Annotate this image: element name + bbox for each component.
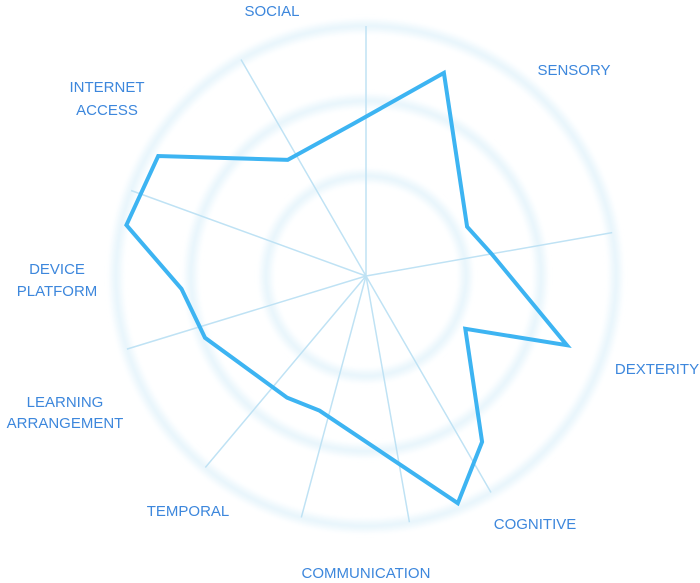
axis-label-line: LEARNING	[27, 394, 104, 411]
axis-label-sensory: SENSORY	[537, 62, 610, 79]
axis-label-line: TEMPORAL	[147, 503, 230, 520]
axis-label-communication: COMMUNICATION	[302, 565, 431, 582]
spoke-5	[365, 275, 411, 523]
axis-label-line: SENSORY	[537, 62, 610, 79]
axis-label-temporal: TEMPORAL	[147, 503, 230, 520]
spoke-3	[365, 231, 613, 277]
axis-label-line: INTERNET	[70, 79, 145, 96]
axis-label-social: SOCIAL	[244, 3, 299, 20]
axis-label-dexterity: DEXTERITY	[615, 361, 699, 378]
spoke-8	[126, 275, 367, 350]
axis-label-line: PLATFORM	[17, 283, 98, 300]
axis-label-learning-arrangement: LEARNING ARRANGEMENT	[7, 394, 124, 432]
axis-label-line: DEVICE	[29, 261, 85, 278]
axis-label-line: ARRANGEMENT	[7, 415, 124, 432]
axis-label-internet-access: INTERNET ACCESS	[70, 79, 145, 119]
series-line	[124, 69, 572, 507]
axis-label-line: COMMUNICATION	[302, 565, 431, 582]
spoke-6	[300, 275, 367, 518]
spoke-2	[240, 59, 367, 277]
radar-spokes	[126, 26, 613, 523]
radar-series	[124, 69, 572, 507]
axis-label-cognitive: COGNITIVE	[494, 516, 577, 533]
axis-labels: SOCIAL SENSORY DEXTERITY COGNITIVE COMMUNICA…	[7, 3, 699, 582]
axis-label-line: ACCESS	[76, 102, 138, 119]
axis-label-line: SOCIAL	[244, 3, 299, 20]
spoke-7	[204, 275, 367, 468]
axis-label-line: DEXTERITY	[615, 361, 699, 378]
spoke-9	[130, 189, 367, 277]
spoke-4	[365, 275, 492, 493]
axis-label-line: COGNITIVE	[494, 516, 577, 533]
axis-label-device-platform: DEVICE PLATFORM	[17, 261, 98, 300]
